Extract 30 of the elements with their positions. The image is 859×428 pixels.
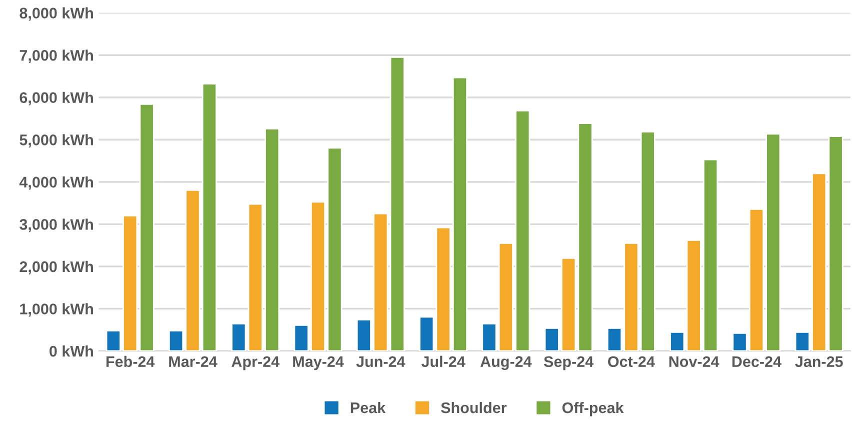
bar	[828, 136, 844, 351]
x-tick-label: Jun-24	[356, 356, 406, 368]
legend-label: Off-peak	[562, 402, 624, 416]
x-tick-label: Oct-24	[608, 356, 655, 368]
y-tick-label: 5,000 kWh	[20, 134, 93, 148]
x-tick-label: Sep-24	[544, 356, 594, 370]
legend-label: Shoulder	[441, 402, 507, 414]
x-tick-label: Feb-24	[106, 356, 155, 368]
y-tick-label: 8,000 kWh	[20, 7, 93, 21]
y-tick-label: 1,000 kWh	[20, 303, 93, 317]
bar	[139, 103, 154, 351]
y-tick-label: 0 kWh	[50, 345, 93, 357]
bar	[390, 56, 405, 351]
legend-label: Peak	[350, 402, 386, 414]
y-tick-label: 4,000 kWh	[19, 176, 93, 190]
bar	[231, 323, 246, 351]
bar	[670, 331, 685, 351]
x-tick-label: Apr-24	[232, 356, 280, 370]
x-tick-label: Dec-24	[732, 356, 782, 368]
x-tick-label: Mar-24	[169, 356, 218, 368]
x-tick-label: May-24	[293, 356, 344, 370]
bar	[640, 131, 656, 351]
x-tick-label: Aug-24	[480, 356, 532, 370]
y-tick-label: 3,000 kWh	[20, 218, 93, 232]
x-tick-label: Nov-24	[669, 356, 720, 368]
x-tick-label: Jan-25	[795, 356, 843, 368]
y-tick-label: 2,000 kWh	[20, 260, 93, 274]
y-tick-label: 6,000 kWh	[20, 92, 93, 106]
x-tick-label: Jul-24	[421, 356, 466, 368]
y-tick-label: 7,000 kWh	[20, 50, 93, 64]
